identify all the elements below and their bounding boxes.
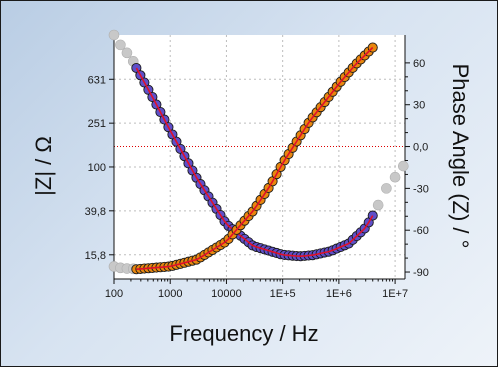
x-tick-label: 100 (105, 288, 123, 300)
left-tick-label: 631 (88, 74, 106, 86)
simulated-point (398, 160, 409, 172)
right-axis-title: Phase Angle (Z) / ° (448, 64, 473, 249)
left-tick-label: 15,8 (85, 250, 106, 262)
right-tick-label: 0,0 (413, 142, 428, 154)
right-tick-label: -90 (413, 267, 429, 279)
phase-fit-line (136, 46, 374, 270)
left-tick-label: 39,8 (85, 206, 106, 218)
plot-area (114, 35, 405, 279)
simulated-point (372, 199, 384, 211)
x-tick-label: 1E+6 (326, 288, 352, 300)
simulated-point (389, 171, 401, 183)
simulated-point (115, 39, 126, 51)
x-tick-label: 1E+7 (382, 288, 408, 300)
right-tick-label: 30 (413, 100, 425, 112)
right-tick-label: -30 (413, 183, 429, 195)
simulated-point (121, 47, 133, 59)
left-axis-title: |Z| / Ω (31, 136, 56, 196)
impedance-fit-line (135, 67, 374, 258)
x-axis-title: Frequency / Hz (169, 321, 318, 346)
impedance-point (367, 210, 378, 221)
simulated-point (108, 29, 120, 41)
right-tick-label: -60 (413, 225, 429, 237)
x-tick-label: 1E+5 (270, 288, 296, 300)
simulated-point (381, 183, 392, 194)
left-tick-label: 100 (88, 162, 106, 174)
x-tick-label: 10000 (211, 288, 242, 300)
x-tick-label: 1000 (158, 288, 182, 300)
left-tick-label: 251 (88, 118, 106, 130)
right-tick-label: 60 (413, 58, 425, 70)
